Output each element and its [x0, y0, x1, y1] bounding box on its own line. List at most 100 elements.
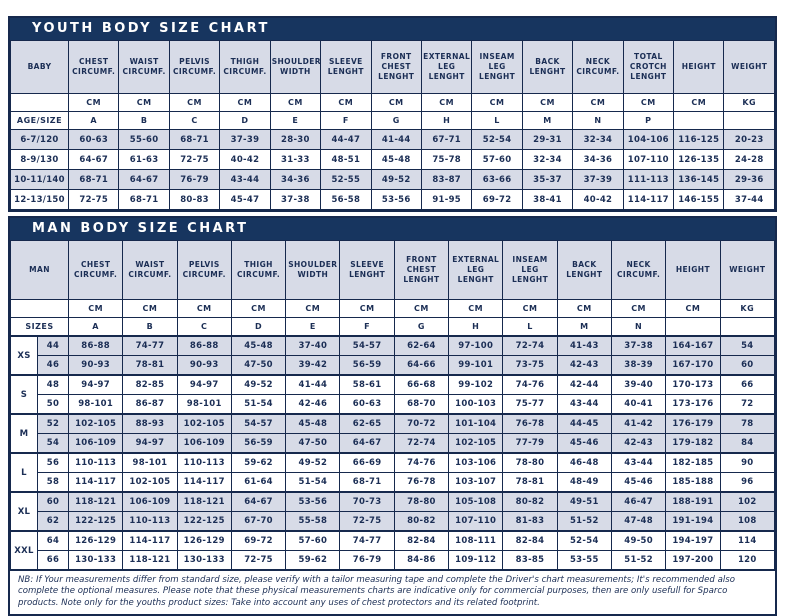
value-cell: 130-133	[67, 550, 124, 570]
man-table-row: 46 90-93 78-81 90-93 47-50 39-42 56-59 64-66 99-…	[11, 355, 776, 376]
value-cell: 55-58	[285, 511, 341, 532]
value-cell: 43-44	[556, 394, 612, 415]
unit-cell: CM	[176, 299, 232, 318]
value-cell: 118-121	[176, 491, 232, 512]
size-number-cell: 44	[37, 335, 69, 356]
size-group-cell: S	[10, 374, 38, 415]
value-cell: 94-97	[67, 374, 124, 395]
value-cell: 38-41	[521, 189, 574, 210]
value-cell: 31-33	[269, 149, 322, 170]
unit-cell: CM	[269, 93, 322, 112]
unit-cell: CM	[339, 299, 395, 318]
value-cell: 80-82	[502, 491, 558, 512]
unit-cell: CM	[665, 299, 721, 318]
value-cell: 74-77	[339, 530, 395, 551]
man-table-row: M 52 102-105 88-93 102-105 54-57 45-48 62-65 70-…	[10, 413, 776, 454]
youth-size-table: BABY CHEST CIRCUMF. WAIST CIRCUMF. PELVIS C…	[10, 40, 775, 210]
column-header-cell: EXTERNAL LEG LENGHT	[448, 240, 504, 300]
value-cell: 45-48	[230, 335, 287, 356]
value-cell: 51-54	[285, 472, 341, 493]
value-cell: 110-113	[176, 452, 232, 473]
value-cell: 49-52	[370, 169, 422, 190]
value-cell: 80-82	[393, 511, 450, 532]
value-cell: 94-97	[176, 374, 232, 395]
unit-cell: CM	[393, 299, 450, 318]
value-cell: 74-76	[393, 452, 450, 473]
size-number-cell: 64	[37, 530, 69, 551]
value-cell: 83-87	[420, 169, 473, 190]
letter-cell: F	[320, 111, 372, 130]
value-cell: 64-67	[339, 433, 395, 454]
value-cell: 110-113	[67, 452, 124, 473]
size-group-cell: XL	[10, 491, 38, 532]
unit-cell: CM	[521, 93, 574, 112]
value-cell: 118-121	[122, 550, 178, 570]
column-header-cell: SHOULDER WIDTH	[285, 240, 341, 300]
value-cell: 72-75	[67, 189, 120, 210]
value-cell: 56-59	[339, 355, 395, 376]
value-cell: 72-74	[393, 433, 450, 454]
value-cell: 66-69	[339, 452, 395, 473]
man-table-row: 66 130-133 118-121 130-133 72-75 59-62 76-79 84…	[11, 550, 776, 570]
value-cell: 45-48	[370, 149, 422, 170]
value-cell: 51-52	[556, 511, 612, 532]
value-cell: 45-46	[610, 472, 667, 493]
value-cell: 74-76	[502, 374, 558, 395]
letter-cell: N	[572, 111, 624, 130]
value-cell: 78-81	[122, 355, 178, 376]
size-label-cell: AGE/SIZE	[10, 111, 69, 130]
letter-cell: L	[502, 317, 558, 337]
value-cell: 86-87	[122, 394, 178, 415]
letter-cell: H	[420, 111, 473, 130]
value-cell: 78-80	[393, 491, 450, 512]
value-cell: 73-75	[502, 355, 558, 376]
letter-cell: M	[521, 111, 574, 130]
unit-cell: CM	[673, 93, 725, 112]
value-cell: 72-75	[168, 149, 221, 170]
value-cell: 46-47	[610, 491, 667, 512]
value-cell: 114-117	[622, 189, 675, 210]
letter-cell: B	[118, 111, 170, 130]
man-table-row: 50 98-101 86-87 98-101 51-54 42-46 60-63 68-70 1…	[11, 394, 776, 415]
value-cell: 60	[719, 355, 776, 376]
value-cell: 164-167	[665, 335, 721, 356]
value-cell: 44-45	[556, 413, 612, 434]
unit-cell: CM	[448, 299, 504, 318]
value-cell: 122-125	[67, 511, 124, 532]
column-header-cell: HEIGHT	[673, 40, 725, 94]
age-size-cell: 8-9/130	[10, 149, 69, 170]
unit-cell: CM	[420, 93, 473, 112]
value-cell: 107-110	[448, 511, 504, 532]
man-size-chart: MAN BODY SIZE CHART MAN CHEST CIRCUMF. WAI…	[8, 216, 777, 616]
man-table-row: S 48 94-97 82-85 94-97 49-52 41-44 58-61 66-68 99…	[10, 374, 776, 415]
value-cell: 122-125	[176, 511, 232, 532]
size-number-cell: 52	[37, 413, 69, 434]
value-cell: 69-72	[471, 189, 523, 210]
value-cell: 56-58	[320, 189, 372, 210]
value-cell: 38-39	[610, 355, 667, 376]
letter-cell: G	[370, 111, 422, 130]
unit-cell: CM	[168, 93, 221, 112]
value-cell: 52-55	[320, 169, 372, 190]
unit-cell: CM	[370, 93, 422, 112]
value-cell: 51-54	[230, 394, 287, 415]
value-cell: 96	[719, 472, 776, 493]
value-cell: 58-61	[339, 374, 395, 395]
letter-cell	[665, 317, 721, 337]
man-table-row: 54 106-109 94-97 106-109 56-59 47-50 64-67 72-7…	[11, 433, 776, 454]
value-cell: 114	[719, 530, 776, 551]
value-cell: 176-179	[665, 413, 721, 434]
man-table-row: XXL 64 126-129 114-117 126-129 69-72 57-60 74-7…	[10, 530, 776, 570]
value-cell: 99-101	[448, 355, 504, 376]
size-number-cell: 48	[37, 374, 69, 395]
man-chart-title: MAN BODY SIZE CHART	[10, 218, 775, 240]
size-number-cell: 60	[37, 491, 69, 512]
column-header-cell: FRONT CHEST LENGHT	[370, 40, 422, 94]
value-cell: 84-86	[393, 550, 450, 570]
value-cell: 68-71	[67, 169, 120, 190]
row-header-cell: MAN	[10, 240, 69, 300]
value-cell: 114-117	[176, 472, 232, 493]
value-cell: 108-111	[448, 530, 504, 551]
column-header-cell: SHOULDER WIDTH	[269, 40, 322, 94]
measurement-note: NB: If Your measurements differ from sta…	[10, 570, 775, 615]
